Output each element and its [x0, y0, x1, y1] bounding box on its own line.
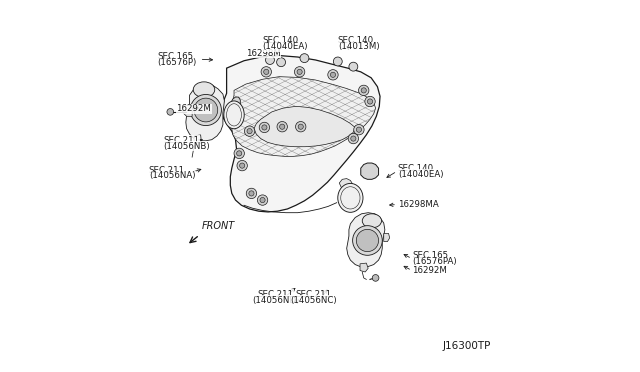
Polygon shape: [384, 234, 390, 241]
Polygon shape: [361, 163, 378, 179]
Circle shape: [356, 127, 362, 132]
Circle shape: [328, 70, 338, 80]
Circle shape: [358, 85, 369, 96]
Circle shape: [367, 99, 372, 104]
Polygon shape: [360, 263, 368, 272]
Circle shape: [167, 109, 173, 115]
Circle shape: [260, 198, 265, 203]
Text: (14056ND): (14056ND): [252, 296, 299, 305]
Text: 16292M: 16292M: [176, 105, 211, 113]
Circle shape: [237, 151, 242, 156]
Text: (14040EA): (14040EA): [398, 170, 444, 179]
Ellipse shape: [338, 183, 363, 212]
Polygon shape: [230, 97, 240, 110]
Circle shape: [296, 122, 306, 132]
Circle shape: [333, 57, 342, 66]
Circle shape: [351, 136, 356, 141]
Polygon shape: [232, 77, 376, 156]
Polygon shape: [339, 179, 353, 190]
Circle shape: [257, 195, 268, 205]
Circle shape: [365, 96, 375, 107]
Text: SEC.211: SEC.211: [164, 136, 200, 145]
Circle shape: [247, 129, 252, 134]
Circle shape: [372, 275, 379, 281]
Circle shape: [266, 55, 275, 64]
Circle shape: [353, 226, 382, 255]
Text: 16292M: 16292M: [412, 266, 447, 275]
Text: SEC.165: SEC.165: [157, 52, 194, 61]
Ellipse shape: [193, 82, 215, 97]
Circle shape: [249, 191, 254, 196]
Text: (16576P): (16576P): [157, 58, 197, 67]
Circle shape: [298, 124, 303, 129]
Circle shape: [194, 98, 218, 122]
Circle shape: [349, 62, 358, 71]
Text: 16298M: 16298M: [246, 49, 281, 58]
Text: SEC.211: SEC.211: [148, 166, 185, 174]
Polygon shape: [194, 135, 202, 145]
Text: (14040EA): (14040EA): [262, 42, 308, 51]
Polygon shape: [347, 213, 385, 267]
Circle shape: [348, 134, 358, 144]
Circle shape: [356, 230, 378, 251]
Circle shape: [300, 54, 309, 62]
Polygon shape: [183, 105, 192, 116]
Circle shape: [239, 163, 244, 168]
Circle shape: [237, 160, 248, 171]
Circle shape: [264, 69, 269, 74]
Polygon shape: [186, 84, 225, 141]
Circle shape: [330, 72, 335, 77]
Text: SEC.140: SEC.140: [262, 36, 299, 45]
Text: J16300TP: J16300TP: [442, 341, 490, 351]
Polygon shape: [254, 106, 355, 147]
Ellipse shape: [224, 101, 244, 129]
Text: SEC.211: SEC.211: [257, 290, 294, 299]
Circle shape: [244, 126, 255, 137]
Text: (14013M): (14013M): [338, 42, 380, 51]
Circle shape: [294, 67, 305, 77]
Text: SEC.140: SEC.140: [398, 164, 434, 173]
Text: SEC.140: SEC.140: [338, 36, 374, 45]
Text: FRONT: FRONT: [202, 221, 236, 231]
Circle shape: [246, 188, 257, 199]
Circle shape: [261, 67, 271, 77]
Circle shape: [297, 69, 302, 74]
Circle shape: [276, 58, 285, 67]
Circle shape: [280, 124, 285, 129]
Circle shape: [259, 122, 269, 133]
Text: (14056NB): (14056NB): [164, 142, 210, 151]
Circle shape: [277, 122, 287, 132]
Circle shape: [190, 94, 221, 126]
Text: 16298MA: 16298MA: [398, 200, 438, 209]
Circle shape: [234, 148, 244, 158]
Circle shape: [361, 88, 366, 93]
Text: (16576PA): (16576PA): [412, 257, 456, 266]
Text: SEC.211: SEC.211: [296, 290, 332, 299]
Ellipse shape: [362, 214, 381, 228]
Text: (14056NA): (14056NA): [148, 171, 195, 180]
Circle shape: [354, 125, 364, 135]
Text: (14056NC): (14056NC): [291, 296, 337, 305]
Polygon shape: [222, 55, 380, 212]
Circle shape: [262, 125, 267, 130]
Text: SEC.165: SEC.165: [412, 251, 448, 260]
